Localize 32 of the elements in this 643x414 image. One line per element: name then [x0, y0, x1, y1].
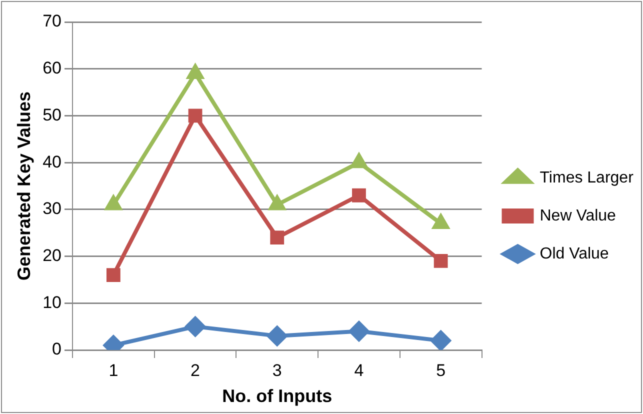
x-tick-label: 5 [436, 360, 446, 380]
legend-label: Old Value [540, 245, 609, 262]
x-tick-label: 1 [108, 360, 118, 380]
point [269, 196, 286, 210]
y-tick-label: 60 [42, 58, 62, 78]
y-tick-label: 10 [42, 292, 62, 312]
point [350, 154, 368, 168]
point [185, 316, 206, 337]
point [267, 326, 288, 346]
point [430, 330, 451, 350]
y-tick-label: 70 [42, 12, 62, 31]
x-tick-label: 3 [272, 360, 282, 380]
y-tick-label: 0 [52, 340, 62, 359]
point [270, 230, 284, 244]
point [188, 108, 202, 123]
y-tick-label: 20 [42, 246, 62, 265]
y-axis-title: Generated Key Values [14, 91, 34, 281]
point [432, 214, 449, 229]
y-tick-label: 50 [42, 105, 62, 124]
x-tick-label: 4 [354, 360, 364, 380]
y-tick-label: 30 [42, 199, 62, 218]
y-tick-label: 40 [42, 152, 62, 172]
point [348, 321, 369, 342]
x-axis-title: No. of Inputs [222, 386, 332, 406]
point [105, 196, 122, 210]
x-tick-label: 2 [190, 360, 200, 380]
legend-label: Times Larger [540, 169, 634, 186]
point [352, 188, 366, 202]
point [187, 64, 204, 80]
point [434, 254, 448, 268]
legend-label: New Value [540, 207, 616, 224]
point [106, 268, 120, 282]
